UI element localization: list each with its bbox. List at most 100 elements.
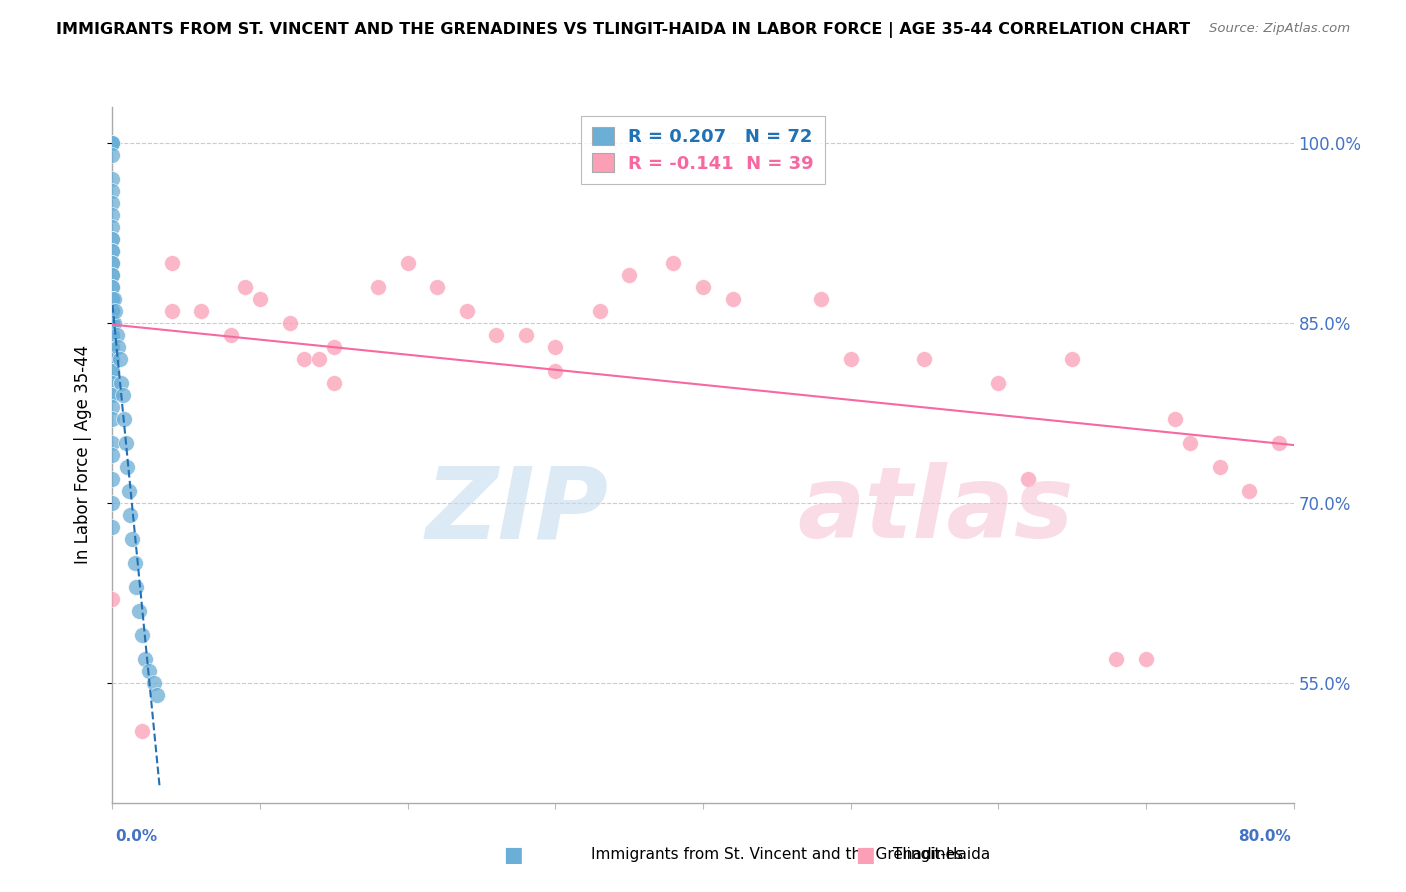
Point [101, 244, 124, 258]
Point [101, 172, 124, 186]
Point [108, 351, 131, 366]
Point [101, 436, 124, 450]
Point [101, 448, 124, 462]
Text: atlas: atlas [797, 462, 1074, 559]
Point [1135, 652, 1157, 666]
Point [103, 292, 125, 306]
Point [101, 376, 124, 390]
Point [367, 280, 389, 294]
Point [101, 219, 124, 234]
Point [124, 556, 146, 570]
Point [485, 328, 508, 343]
Point [134, 652, 156, 666]
Point [233, 280, 256, 294]
Point [810, 292, 832, 306]
Point [914, 351, 936, 366]
Point [101, 328, 124, 343]
Point [125, 580, 148, 594]
Point [1208, 459, 1232, 474]
Point [101, 304, 124, 318]
Point [101, 351, 124, 366]
Point [101, 136, 124, 150]
Point [101, 351, 124, 366]
Point [544, 340, 567, 354]
Point [101, 268, 124, 282]
Point [101, 292, 124, 306]
Point [101, 472, 124, 486]
Point [101, 184, 124, 198]
Point [160, 304, 183, 318]
Point [101, 412, 124, 426]
Point [101, 196, 124, 211]
Point [131, 628, 153, 642]
Point [323, 340, 346, 354]
Point [190, 304, 212, 318]
Text: Source: ZipAtlas.com: Source: ZipAtlas.com [1209, 22, 1350, 36]
Point [101, 328, 124, 343]
Point [249, 292, 271, 306]
Point [101, 591, 124, 606]
Point [101, 340, 124, 354]
Point [121, 532, 143, 546]
Point [128, 604, 150, 618]
Text: IMMIGRANTS FROM ST. VINCENT AND THE GRENADINES VS TLINGIT-HAIDA IN LABOR FORCE |: IMMIGRANTS FROM ST. VINCENT AND THE GREN… [56, 22, 1191, 38]
Point [219, 328, 242, 343]
Point [1017, 472, 1039, 486]
Y-axis label: In Labor Force | Age 35-44: In Labor Force | Age 35-44 [73, 345, 91, 565]
Text: ZIP: ZIP [426, 462, 609, 559]
Point [101, 388, 124, 402]
Text: 0.0%: 0.0% [115, 830, 157, 844]
Point [323, 376, 346, 390]
Point [292, 351, 315, 366]
Point [120, 508, 142, 522]
Point [104, 304, 127, 318]
Point [101, 340, 124, 354]
Point [101, 256, 124, 270]
Point [619, 268, 641, 282]
Point [101, 148, 124, 162]
Point [101, 364, 124, 378]
Point [278, 316, 301, 330]
Point [101, 136, 124, 150]
Point [692, 280, 714, 294]
Point [1062, 351, 1084, 366]
Point [1105, 652, 1128, 666]
Point [101, 232, 124, 246]
Point [101, 496, 124, 510]
Point [396, 256, 419, 270]
Point [1239, 483, 1261, 498]
Point [588, 304, 610, 318]
Point [112, 412, 135, 426]
Point [101, 136, 124, 150]
Point [101, 304, 124, 318]
Point [662, 256, 685, 270]
Point [110, 376, 132, 390]
Point [101, 328, 124, 343]
Point [839, 351, 862, 366]
Point [308, 351, 330, 366]
Point [160, 256, 183, 270]
Point [142, 676, 165, 690]
Point [118, 483, 141, 498]
Text: Immigrants from St. Vincent and the Grenadines: Immigrants from St. Vincent and the Gren… [591, 847, 963, 862]
Point [101, 340, 124, 354]
Point [987, 376, 1010, 390]
Point [101, 304, 124, 318]
Point [131, 723, 153, 738]
Text: Tlingit-Haida: Tlingit-Haida [893, 847, 990, 862]
Point [105, 328, 128, 343]
Point [101, 364, 124, 378]
Point [101, 400, 124, 414]
Point [721, 292, 744, 306]
Point [114, 436, 136, 450]
Point [101, 316, 124, 330]
Point [101, 280, 124, 294]
Point [146, 688, 169, 702]
Point [103, 316, 125, 330]
Point [1268, 436, 1291, 450]
Point [101, 268, 124, 282]
Point [426, 280, 449, 294]
Point [101, 316, 124, 330]
Point [101, 244, 124, 258]
Point [101, 292, 124, 306]
